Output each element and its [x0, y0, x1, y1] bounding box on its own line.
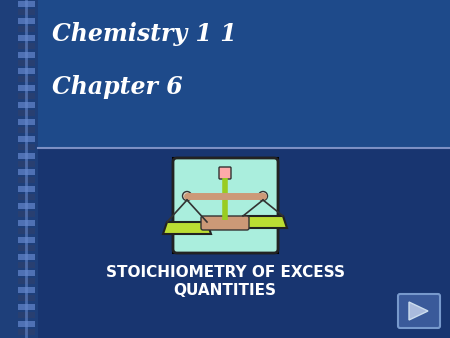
Polygon shape [18, 161, 35, 167]
Polygon shape [18, 194, 35, 200]
Polygon shape [18, 93, 35, 99]
Polygon shape [18, 295, 35, 301]
FancyBboxPatch shape [173, 158, 278, 253]
Polygon shape [18, 18, 35, 24]
Polygon shape [18, 220, 35, 226]
Text: QUANTITIES: QUANTITIES [174, 283, 276, 298]
Polygon shape [18, 43, 35, 49]
Polygon shape [18, 76, 35, 82]
Polygon shape [18, 1, 35, 7]
Circle shape [183, 192, 192, 200]
Polygon shape [18, 304, 35, 310]
Polygon shape [239, 216, 287, 228]
Polygon shape [18, 321, 35, 327]
Polygon shape [18, 237, 35, 243]
Polygon shape [18, 177, 35, 184]
Polygon shape [18, 85, 35, 91]
Polygon shape [18, 119, 35, 125]
Polygon shape [18, 203, 35, 209]
Text: Chapter 6: Chapter 6 [52, 75, 183, 99]
Polygon shape [18, 51, 35, 57]
Polygon shape [18, 68, 35, 74]
Polygon shape [18, 152, 35, 159]
Polygon shape [18, 329, 35, 335]
Circle shape [258, 192, 267, 200]
Polygon shape [18, 186, 35, 192]
Polygon shape [18, 228, 35, 234]
Bar [38, 0, 450, 148]
Polygon shape [18, 26, 35, 32]
Bar [173, 158, 278, 253]
Polygon shape [18, 127, 35, 133]
Polygon shape [18, 262, 35, 268]
Text: Chemistry 1 1: Chemistry 1 1 [52, 22, 237, 46]
Polygon shape [18, 59, 35, 66]
Polygon shape [163, 222, 211, 234]
Polygon shape [18, 270, 35, 276]
Polygon shape [409, 302, 428, 320]
Polygon shape [18, 312, 35, 318]
Polygon shape [18, 169, 35, 175]
Bar [38, 148, 450, 338]
Polygon shape [18, 279, 35, 285]
Polygon shape [18, 254, 35, 260]
Polygon shape [18, 9, 35, 15]
Polygon shape [18, 110, 35, 116]
Polygon shape [18, 211, 35, 217]
Polygon shape [18, 35, 35, 41]
Polygon shape [18, 136, 35, 142]
FancyBboxPatch shape [219, 167, 231, 179]
Polygon shape [18, 245, 35, 251]
Text: STOICHIOMETRY OF EXCESS: STOICHIOMETRY OF EXCESS [105, 265, 345, 280]
Polygon shape [18, 287, 35, 293]
FancyBboxPatch shape [398, 294, 440, 328]
FancyBboxPatch shape [201, 216, 249, 230]
Polygon shape [18, 102, 35, 108]
Polygon shape [18, 144, 35, 150]
